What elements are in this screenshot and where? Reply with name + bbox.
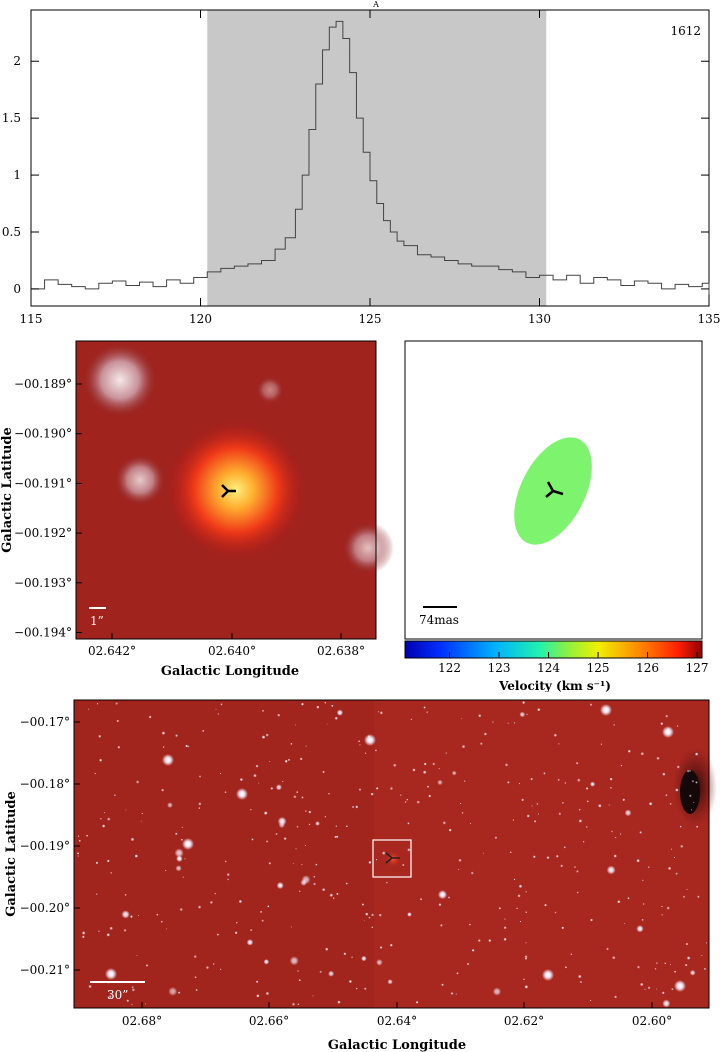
widefield-x-axis-label: Galactic Longitude [328, 1038, 466, 1052]
zoom-y-tick-label: −00.194° [14, 626, 72, 640]
colorbar-tick-label: 127 [686, 661, 709, 675]
spectrum-top-label: A [372, 0, 379, 9]
spectrum-line [31, 20, 710, 295]
zoom-y-ticks: −00.189° −00.190° −00.191° −00.192° −00.193°… [14, 377, 82, 640]
widefield-panel: 30” −00.17°−00.18°−00.19°−00.20°−00.21° … [4, 699, 717, 1052]
zoom-x-axis-label: Galactic Longitude [161, 664, 299, 679]
zoom-scalebar-label: 1” [90, 614, 104, 628]
spectrum-y-tick-label: 0.5 [2, 225, 21, 239]
spectrum-x-tick-label: 125 [359, 312, 382, 326]
velocity-map-panel: 74mas 122 123 124 125 126 127 Velocity (km s⁻… [404, 340, 709, 692]
colorbar-tick-label: 126 [636, 661, 659, 675]
widefield-x-tick-label: 02.66° [249, 1014, 289, 1028]
colorbar-tick-label: 123 [488, 661, 511, 675]
spectrum-plot: 115 120 125 130 135 0 0.5 1 1.5 2 A 1612 [2, 0, 720, 326]
widefield-y-ticks: −00.17° −00.18° −00.19° −00.20° −00.21° [20, 715, 80, 977]
zoom-x-tick-label: 02.640° [208, 644, 256, 658]
colorbar-ticks: 122 123 124 125 126 127 [438, 652, 709, 675]
spectrum-x-tick-label: 115 [20, 312, 43, 326]
zoom-y-tick-label: −00.191° [14, 476, 72, 490]
widefield-image: 30” [73, 699, 717, 1009]
colorbar-label: Velocity (km s⁻¹) [498, 679, 611, 692]
zoom-x-ticks: 02.642° 02.640° 02.638° [88, 633, 365, 658]
widefield-x-tick-label: 02.64° [377, 1014, 417, 1028]
source-marker-icon [385, 852, 400, 864]
widefield-x-tick-label: 02.60° [632, 1014, 672, 1028]
colorbar-tick-label: 125 [587, 661, 610, 675]
widefield-y-tick-label: −00.18° [20, 777, 70, 791]
spectrum-x-tick-label: 130 [528, 312, 551, 326]
spectrum-y-tick-label: 2 [13, 54, 21, 68]
spectrum-x-tick-label: 135 [698, 312, 720, 326]
widefield-scalebar-label: 30” [107, 988, 128, 1002]
spectrum-y-tick-label: 0 [13, 282, 21, 296]
widefield-x-tick-label: 02.68° [122, 1014, 162, 1028]
widefield-y-tick-label: −00.20° [20, 901, 70, 915]
colorbar-tick-label: 122 [438, 661, 461, 675]
widefield-y-tick-label: −00.17° [20, 715, 70, 729]
spectrum-y-tick-label: 1.5 [2, 111, 21, 125]
widefield-x-tick-label: 02.62° [504, 1014, 544, 1028]
zoom-y-tick-label: −00.193° [14, 576, 72, 590]
widefield-y-axis-label: Galactic Latitude [4, 791, 19, 917]
zoom-y-tick-label: −00.189° [14, 377, 72, 391]
zoom-region-box [372, 839, 412, 878]
widefield-y-tick-label: −00.21° [20, 963, 70, 977]
colorbar-tick-label: 124 [537, 661, 560, 675]
zoom-image-panel: 1” −00.189°−00.190°−00.191°−00.192°−00.1… [0, 340, 394, 679]
widefield-x-ticks: 02.68° 02.66° 02.64° 02.62° 02.60° [122, 1002, 672, 1028]
maser-marker-icon [221, 484, 236, 498]
zoom-x-tick-label: 02.638° [317, 644, 365, 658]
spectrum-y-tick-label: 1 [13, 168, 21, 182]
widefield-y-tick-label: −00.19° [20, 839, 70, 853]
spectrum-x-tick-label: 120 [189, 312, 212, 326]
zoom-x-tick-label: 02.642° [88, 644, 136, 658]
zoom-y-tick-label: −00.192° [14, 526, 72, 540]
velocity-scalebar-label: 74mas [419, 613, 459, 627]
velocity-window-shading [207, 10, 547, 306]
source-id-label: 1612 [670, 24, 701, 38]
spectrum-x-ticks: 115 120 125 130 135 [20, 10, 720, 326]
maser-position-icon [545, 481, 564, 498]
spectrum-y-ticks: 0 0.5 1 1.5 2 [2, 54, 709, 296]
zoom-y-axis-label: Galactic Latitude [0, 427, 15, 553]
zoom-y-tick-label: −00.190° [14, 427, 72, 441]
velocity-colorbar [404, 640, 703, 659]
middle-panels: 1” −00.189°−00.190°−00.191°−00.192°−00.1… [0, 340, 709, 692]
